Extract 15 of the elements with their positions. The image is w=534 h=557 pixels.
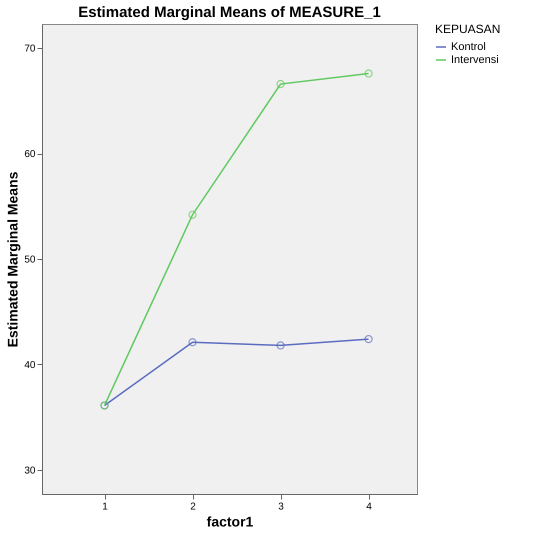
legend-label: Intervensi: [451, 54, 499, 66]
y-axis-title: Estimated Marginal Means: [4, 171, 20, 348]
legend-title: KEPUASAN: [435, 22, 500, 36]
chart-title: Estimated Marginal Means of MEASURE_1: [78, 4, 381, 21]
y-tick-label: 50: [24, 254, 36, 266]
x-tick-label: 2: [190, 502, 196, 512]
x-tick-label: 3: [278, 502, 284, 512]
legend-label: Kontrol: [451, 41, 486, 53]
x-tick-label: 1: [102, 502, 108, 512]
x-tick-label: 4: [366, 502, 372, 512]
x-axis-title: factor1: [206, 514, 254, 530]
y-tick-label: 40: [24, 360, 36, 371]
y-tick-label: 60: [24, 149, 36, 160]
y-tick-label: 70: [24, 44, 36, 55]
y-tick-label: 30: [24, 465, 36, 476]
